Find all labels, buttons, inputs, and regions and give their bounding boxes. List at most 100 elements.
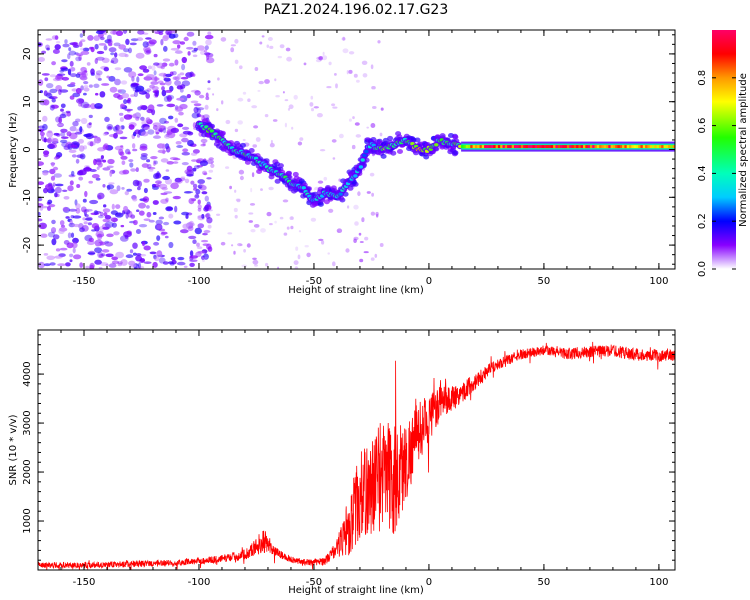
- band-core: [534, 145, 538, 149]
- band-core: [592, 145, 595, 149]
- noise-blob: [69, 95, 75, 100]
- noise-blob: [181, 211, 190, 216]
- noise-blob: [192, 40, 197, 46]
- noise-blob: [151, 86, 159, 91]
- band-core: [525, 145, 529, 149]
- noise-blob: [298, 230, 301, 233]
- noise-blob: [88, 114, 93, 119]
- noise-blob: [272, 119, 278, 122]
- noise-blob: [238, 169, 245, 175]
- noise-blob: [204, 205, 209, 211]
- noise-blob: [136, 76, 140, 83]
- noise-blob: [93, 210, 99, 216]
- noise-blob: [286, 226, 290, 230]
- noise-blob: [197, 223, 205, 229]
- noise-blob: [124, 191, 129, 196]
- noise-blob: [52, 166, 59, 171]
- noise-blob: [110, 60, 115, 64]
- noise-blob: [147, 129, 155, 135]
- noise-blob: [74, 199, 78, 206]
- noise-blob: [162, 34, 171, 39]
- noise-blob: [174, 205, 178, 213]
- noise-blob: [212, 93, 215, 96]
- noise-blob: [181, 137, 189, 143]
- noise-blob: [277, 55, 282, 59]
- noise-blob: [84, 214, 89, 218]
- noise-blob: [230, 47, 235, 53]
- noise-blob: [58, 116, 63, 124]
- noise-blob: [143, 245, 151, 251]
- noise-blob: [120, 224, 125, 228]
- noise-blob: [252, 259, 259, 265]
- noise-blob: [255, 137, 261, 142]
- noise-blob: [197, 179, 205, 185]
- noise-blob: [141, 89, 150, 94]
- noise-blob: [313, 106, 319, 109]
- noise-blob: [366, 126, 370, 129]
- noise-blob: [370, 211, 376, 216]
- noise-blob: [163, 120, 170, 124]
- noise-blob: [205, 96, 210, 101]
- noise-blob: [182, 223, 189, 230]
- noise-blob: [354, 122, 360, 126]
- noise-blob: [84, 218, 93, 221]
- noise-blob: [136, 37, 144, 41]
- noise-blob: [225, 166, 230, 169]
- colorbar-tick-label: 0.4: [697, 165, 708, 181]
- noise-blob: [72, 121, 79, 127]
- noise-blob: [102, 218, 110, 223]
- noise-blob: [67, 68, 72, 76]
- noise-blob: [48, 204, 56, 208]
- noise-blob: [51, 162, 55, 167]
- noise-blob: [137, 30, 145, 35]
- band-core: [658, 145, 662, 149]
- noise-blob: [359, 258, 364, 263]
- noise-blob: [46, 255, 55, 261]
- noise-blob: [233, 250, 236, 255]
- noise-blob: [80, 85, 84, 91]
- band-core: [640, 145, 644, 149]
- noise-blob: [82, 209, 90, 213]
- ridge-halo: [370, 137, 377, 142]
- noise-blob: [182, 148, 189, 153]
- noise-blob: [99, 262, 109, 266]
- noise-blob: [72, 247, 76, 254]
- noise-blob: [165, 73, 172, 78]
- noise-blob: [81, 71, 87, 78]
- noise-blob: [122, 169, 130, 175]
- noise-blob: [101, 249, 110, 253]
- noise-blob: [83, 221, 88, 225]
- noise-blob: [60, 139, 68, 144]
- noise-blob: [234, 38, 239, 44]
- band-core: [537, 145, 540, 149]
- noise-blob: [54, 255, 63, 259]
- noise-blob: [239, 175, 244, 181]
- noise-blob: [363, 251, 369, 254]
- noise-blob: [124, 234, 129, 239]
- noise-blob: [248, 212, 254, 215]
- noise-blob: [186, 170, 195, 177]
- band-core: [481, 145, 485, 149]
- noise-blob: [180, 76, 189, 80]
- noise-blob: [54, 74, 64, 81]
- noise-blob: [89, 199, 99, 205]
- noise-blob: [322, 51, 325, 56]
- noise-blob: [251, 172, 255, 178]
- noise-blob: [192, 183, 198, 189]
- noise-blob: [129, 249, 134, 254]
- snr-y-tick-label: 4000: [22, 361, 33, 386]
- noise-blob: [293, 94, 298, 100]
- noise-blob: [202, 142, 206, 146]
- noise-blob: [108, 182, 115, 185]
- noise-blob: [63, 240, 70, 245]
- noise-blob: [151, 65, 156, 71]
- noise-blob: [196, 165, 203, 168]
- noise-blob: [242, 138, 246, 142]
- noise-blob: [58, 228, 65, 234]
- noise-blob: [162, 143, 166, 150]
- noise-blob: [202, 257, 205, 263]
- ridge-core: [434, 143, 439, 147]
- noise-blob: [250, 187, 253, 193]
- noise-blob: [84, 190, 88, 198]
